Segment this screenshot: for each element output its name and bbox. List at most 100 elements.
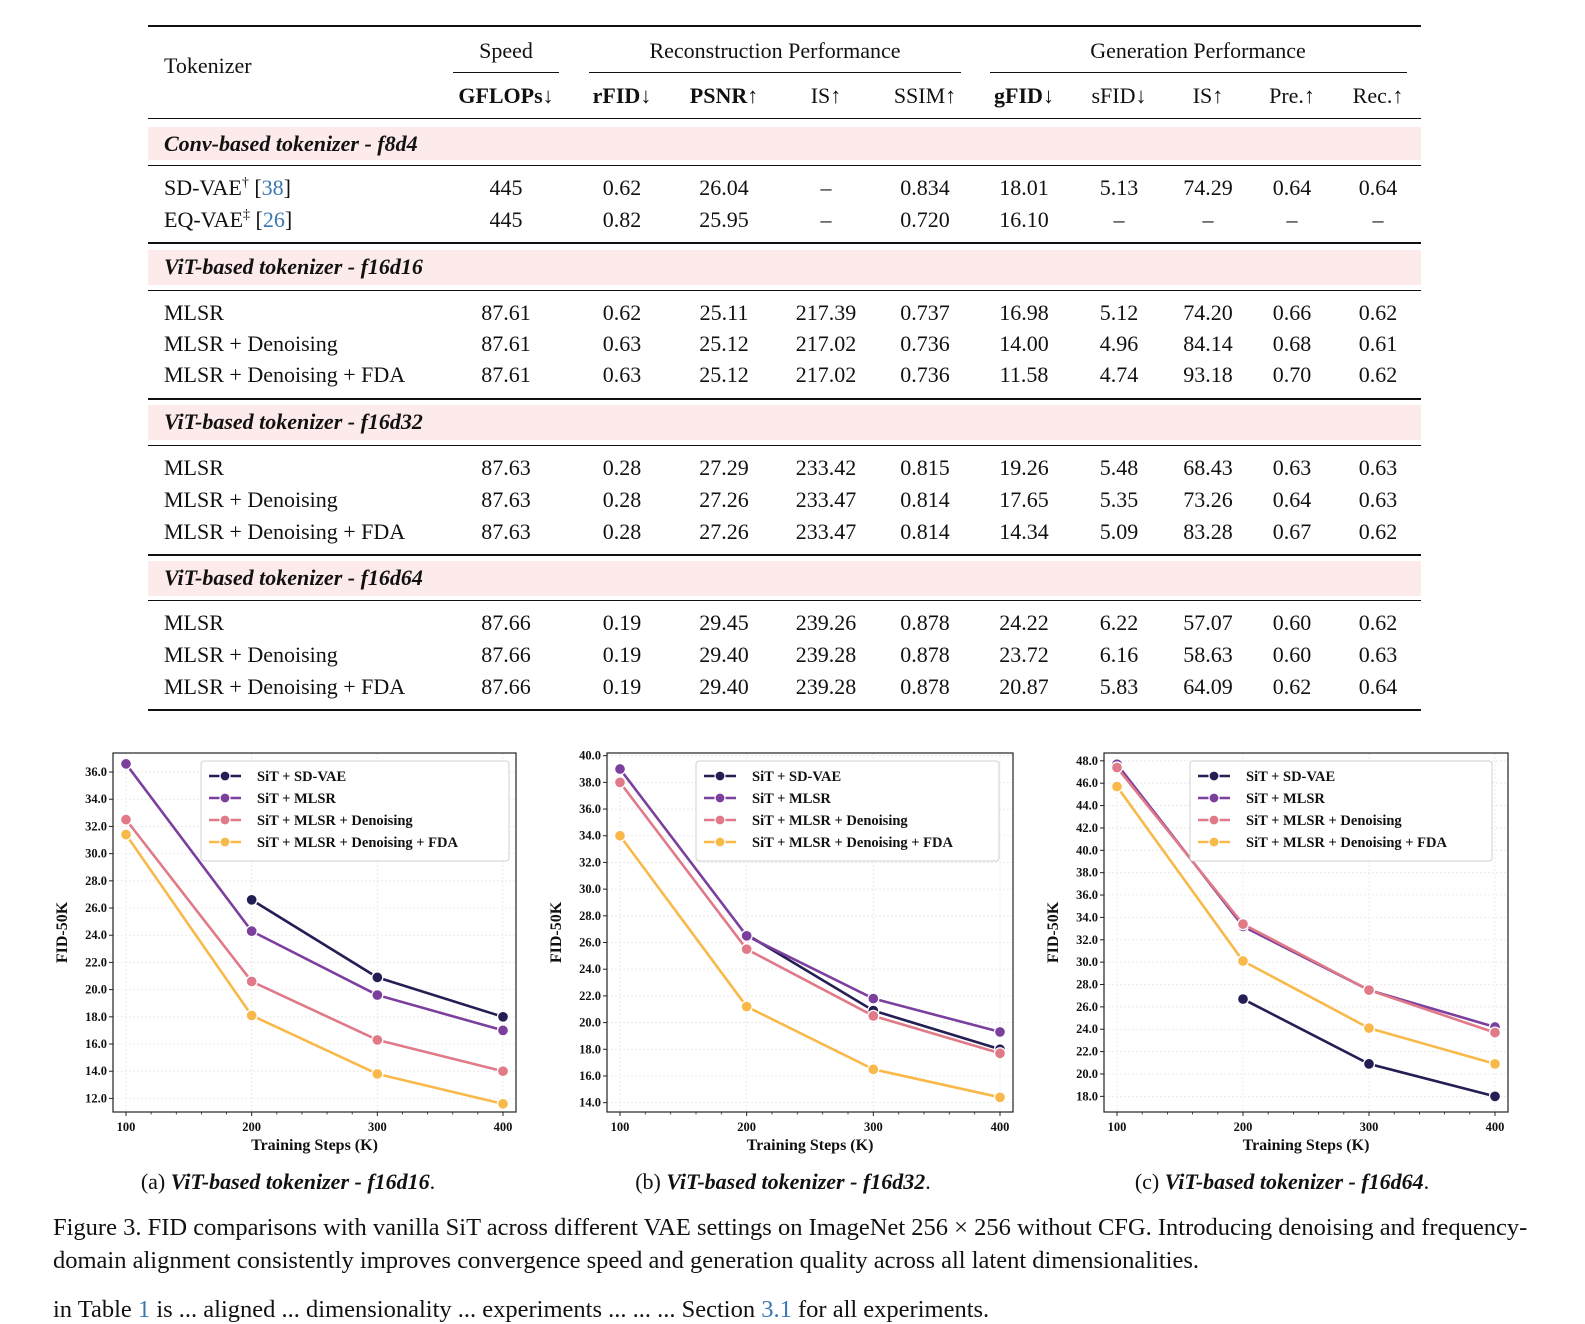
y-tick-label: 48.0	[1076, 754, 1098, 768]
table-cell: 87.66	[481, 610, 531, 635]
plot-frame	[606, 752, 1014, 1113]
row-name: MLSR + Denoising	[164, 642, 338, 668]
plot-frame	[1103, 752, 1509, 1113]
y-tick-label: 32.0	[1076, 933, 1098, 947]
data-point	[993, 1047, 1007, 1060]
data-point	[613, 829, 627, 842]
y-tick-label: 36.0	[1076, 888, 1098, 902]
table-cell: 23.72	[999, 642, 1049, 667]
table-cell: 233.47	[795, 519, 857, 544]
data-point	[740, 929, 753, 942]
legend-swatch-marker	[714, 814, 726, 826]
table-cell: 11.58	[999, 362, 1049, 387]
legend-swatch-marker	[1208, 814, 1220, 826]
table-cell: 0.19	[602, 642, 642, 667]
table-cell: 0.67	[1272, 519, 1312, 544]
series-line	[618, 781, 1001, 1055]
y-tick-label: 32.0	[85, 819, 107, 833]
footnote-mark: †	[241, 175, 249, 191]
data-point	[1488, 1026, 1502, 1039]
table-cell: 0.64	[1358, 175, 1398, 200]
table-cell: 5.13	[1099, 175, 1139, 200]
table-cell: 6.16	[1099, 642, 1139, 667]
data-point	[371, 988, 384, 1002]
data-point	[1362, 983, 1376, 997]
legend-label: SiT + MLSR + Denoising + FDA	[752, 835, 953, 851]
header-group-reconstruction: Reconstruction Performance	[649, 38, 901, 63]
group-underline-generation	[990, 72, 1407, 74]
x-tick-label: 200	[1234, 1120, 1253, 1134]
table-cell: 0.82	[602, 207, 642, 232]
legend-label: SiT + MLSR	[257, 791, 336, 807]
plot-frame	[112, 752, 517, 1113]
y-tick-label: 20.0	[1076, 1067, 1098, 1081]
table-cell: 0.736	[900, 362, 950, 387]
table-ref-link[interactable]: 1	[137, 1296, 151, 1323]
y-tick-label: 28.0	[1076, 978, 1098, 992]
table-cell: 0.814	[900, 519, 950, 544]
citation-link[interactable]: 38	[261, 175, 284, 200]
continuation-text: in Table 1 is ... aligned ... dimensiona…	[53, 1296, 989, 1324]
y-tick-label: 26.0	[85, 901, 107, 915]
data-point	[371, 1067, 384, 1081]
subcaption-prefix: (c)	[1134, 1169, 1160, 1194]
y-tick-label: 18.0	[579, 1042, 601, 1056]
data-point	[496, 1010, 510, 1023]
table-cell: 87.63	[481, 519, 531, 544]
legend-label: SiT + SD-VAE	[1246, 769, 1335, 785]
y-tick-label: 22.0	[579, 989, 601, 1003]
table-cell: –	[820, 207, 832, 232]
y-tick-label: 36.0	[85, 765, 107, 779]
legend-box	[200, 760, 510, 862]
y-tick-label: 46.0	[1076, 776, 1098, 790]
data-point	[613, 776, 627, 789]
data-point	[740, 943, 753, 956]
y-tick-label: 28.0	[579, 909, 601, 923]
subcaption-title: ViT-based tokenizer - f16d64	[1164, 1169, 1424, 1194]
row-name: MLSR + Denoising + FDA	[164, 519, 405, 545]
table-cell: 87.61	[481, 300, 531, 325]
legend-swatch-marker	[714, 792, 726, 804]
x-axis-label: Training Steps (K)	[747, 1137, 874, 1154]
column-header: IS↑	[810, 83, 842, 108]
table-cell: 0.61	[1358, 331, 1398, 356]
y-axis-label: FID-50K	[548, 901, 565, 963]
legend-label: SiT + MLSR	[1246, 791, 1325, 807]
legend-label: SiT + MLSR + Denoising + FDA	[1246, 835, 1447, 851]
series-line	[1115, 766, 1496, 1034]
y-tick-label: 36.0	[579, 802, 601, 816]
data-point	[1236, 954, 1250, 968]
data-point	[1110, 761, 1124, 774]
y-tick-label: 16.0	[579, 1069, 601, 1083]
row-name: MLSR + Denoising	[164, 487, 338, 513]
section-header: Conv-based tokenizer - f8d4	[148, 127, 1421, 160]
table-cell: 0.63	[1358, 487, 1398, 512]
data-point	[867, 1009, 880, 1023]
legend-swatch-marker	[714, 770, 726, 782]
table-cell: 17.65	[999, 487, 1049, 512]
y-tick-label: 32.0	[579, 855, 601, 869]
data-point	[993, 1025, 1007, 1039]
section-title: ViT-based tokenizer - f16d64	[164, 565, 423, 590]
table-cell: 445	[489, 175, 523, 200]
table-cell: 0.62	[602, 300, 642, 325]
section-title: ViT-based tokenizer - f16d16	[164, 254, 423, 279]
legend-swatch-marker	[219, 770, 231, 782]
data-point	[1488, 1090, 1502, 1103]
table-cell: 5.35	[1099, 487, 1139, 512]
table-cell: 0.64	[1272, 175, 1312, 200]
table-cell: 0.62	[1358, 300, 1398, 325]
data-point	[371, 1033, 384, 1047]
table-cell: 84.14	[1183, 331, 1233, 356]
legend-swatch-marker	[219, 836, 231, 848]
header-rule	[148, 118, 1421, 120]
table-cell: 0.28	[602, 455, 642, 480]
table-cell: 0.63	[602, 362, 642, 387]
table-cell: 16.10	[999, 207, 1049, 232]
x-tick-label: 200	[242, 1120, 261, 1134]
citation-link[interactable]: 26	[262, 207, 285, 232]
subfigure-caption: (a) ViT-based tokenizer - f16d16.	[140, 1169, 436, 1194]
section-header: ViT-based tokenizer - f16d64	[148, 561, 1421, 596]
table-cell: 0.28	[602, 487, 642, 512]
y-tick-label: 14.0	[579, 1096, 601, 1110]
